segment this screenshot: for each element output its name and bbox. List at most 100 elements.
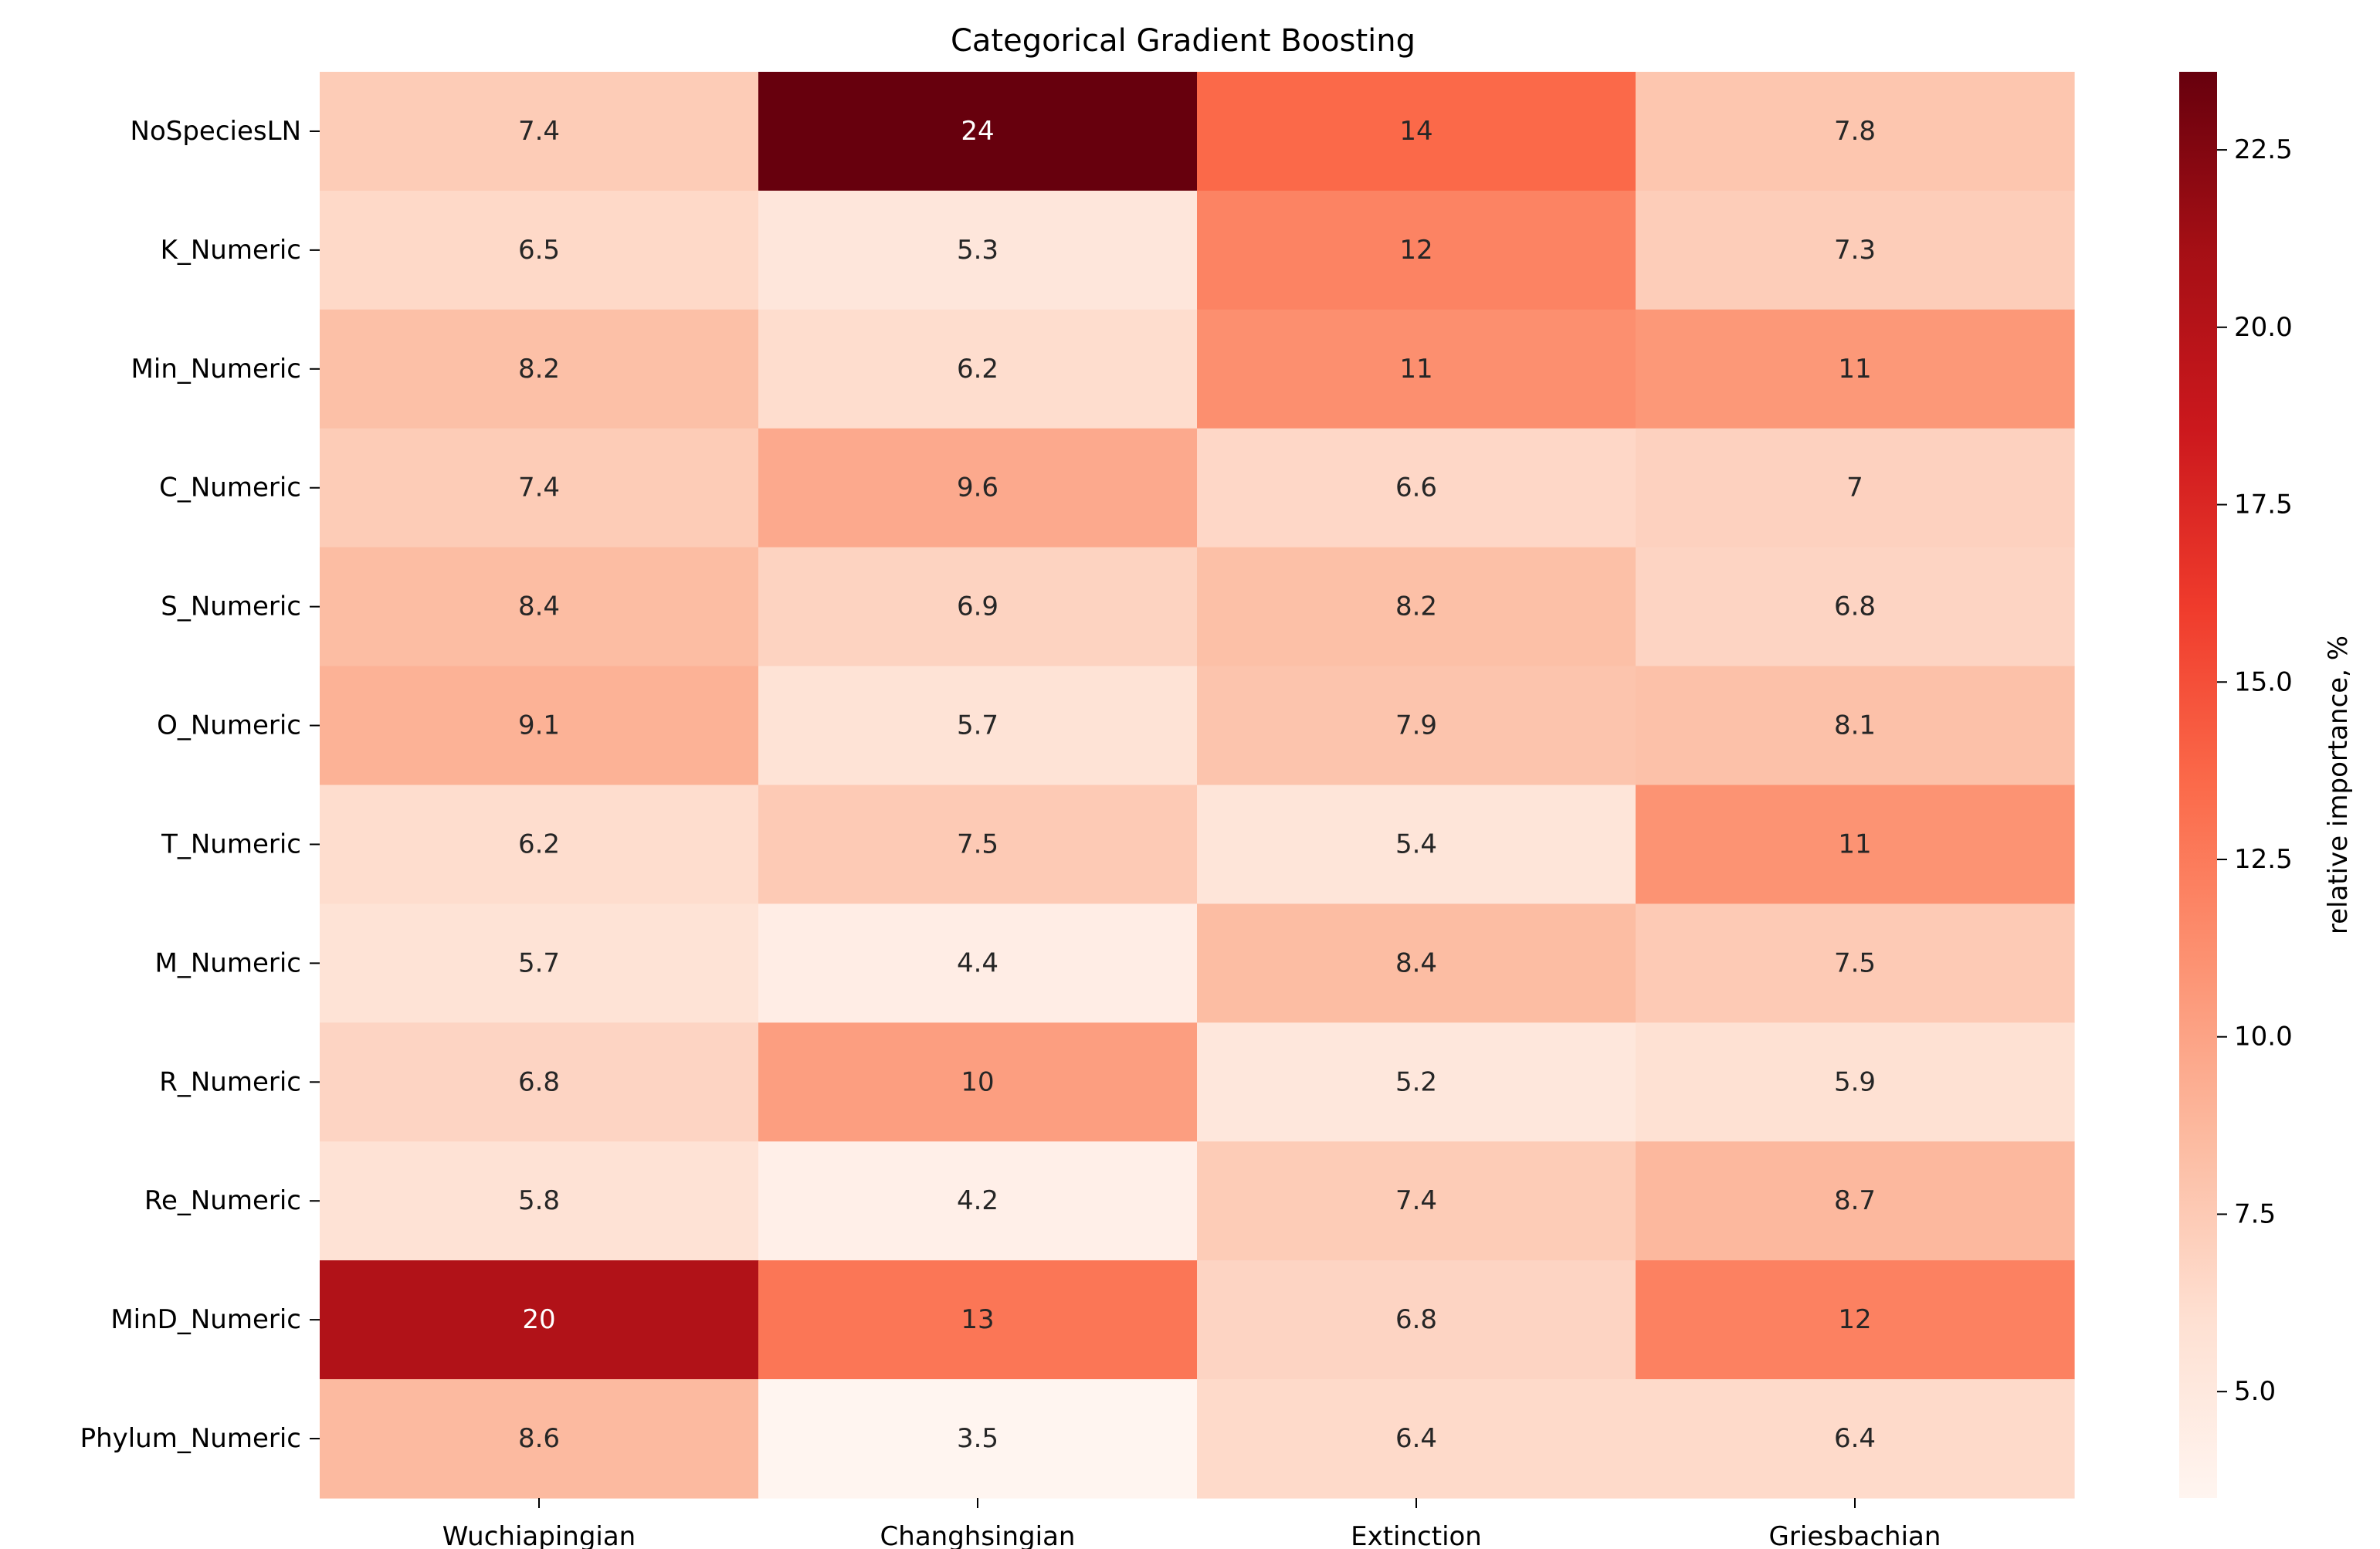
cell-value-label: 8.1 — [1834, 710, 1876, 741]
cell-value-label: 5.3 — [957, 235, 998, 266]
heatmap-cell — [758, 190, 1198, 310]
colorbar-label: relative importance, % — [2323, 636, 2354, 934]
heatmap-cell — [1197, 785, 1636, 905]
cell-value-label: 8.2 — [1395, 591, 1437, 622]
cell-value-label: 12 — [1838, 1304, 1871, 1335]
y-tick-label: Re_Numeric — [144, 1185, 301, 1216]
heatmap-cell — [1636, 190, 2075, 310]
x-tick-label: Extinction — [1351, 1521, 1482, 1549]
cell-value-label: 5.7 — [957, 710, 998, 741]
cell-value-label: 10 — [961, 1066, 994, 1097]
cell-value-label: 8.6 — [518, 1423, 560, 1454]
heatmap-cell — [320, 190, 759, 310]
cell-value-label: 6.9 — [957, 591, 998, 622]
heatmap-cell — [320, 428, 759, 548]
cell-value-label: 7.4 — [518, 116, 560, 147]
y-tick-label: T_Numeric — [161, 829, 301, 859]
cell-value-label: 6.8 — [1395, 1304, 1437, 1335]
colorbar-tick-label: 17.5 — [2234, 490, 2293, 520]
chart-title: Categorical Gradient Boosting — [951, 23, 1415, 59]
cell-value-label: 6.8 — [518, 1066, 560, 1097]
heatmap-cell — [1636, 309, 2075, 429]
heatmap-cell — [1197, 1260, 1636, 1380]
x-axis: Wuchiapingian Changhsingian Extinction Grie… — [442, 1498, 1941, 1549]
cell-value-label: 11 — [1838, 354, 1871, 385]
y-tick-label: O_Numeric — [157, 710, 301, 741]
heatmap-cell — [1636, 785, 2075, 905]
heatmap-cell — [1636, 1141, 2075, 1261]
cell-value-label: 14 — [1399, 116, 1432, 147]
cell-value-label: 3.5 — [957, 1423, 998, 1454]
heatmap-cell — [1197, 903, 1636, 1023]
heatmap-cell — [1636, 666, 2075, 786]
cell-value-label: 6.8 — [1834, 591, 1876, 622]
y-tick-label: R_Numeric — [159, 1066, 301, 1097]
colorbar-tick-label: 12.5 — [2234, 844, 2293, 875]
cell-value-label: 9.1 — [518, 710, 560, 741]
cell-value-label: 5.4 — [1395, 829, 1437, 859]
heatmap-cell — [758, 1141, 1198, 1261]
cell-value-label: 13 — [961, 1304, 994, 1335]
colorbar-tick-label: 7.5 — [2234, 1198, 2276, 1229]
cell-value-label: 6.4 — [1395, 1423, 1437, 1454]
heatmap-cell — [320, 1141, 759, 1261]
y-tick-label: NoSpeciesLN — [131, 116, 301, 147]
heatmap-cell — [1636, 1379, 2075, 1499]
heatmap-cell — [1197, 1379, 1636, 1499]
heatmap-cell — [320, 547, 759, 667]
y-tick-label: C_Numeric — [159, 473, 301, 503]
cell-value-label: 5.9 — [1834, 1066, 1876, 1097]
cell-value-label: 7.8 — [1834, 116, 1876, 147]
cell-value-label: 9.6 — [957, 473, 998, 503]
heatmap-cell — [758, 72, 1198, 192]
heatmap-cell — [1197, 428, 1636, 548]
heatmap-cell — [758, 428, 1198, 548]
colorbar-tick-label: 10.0 — [2234, 1022, 2293, 1052]
colorbar-tick-label: 22.5 — [2234, 134, 2293, 165]
cell-value-label: 7.4 — [1395, 1185, 1437, 1216]
colorbar-tick-label: 20.0 — [2234, 312, 2293, 343]
cell-value-label: 24 — [961, 116, 994, 147]
heatmap-cell — [320, 785, 759, 905]
heatmap-cell — [1197, 72, 1636, 192]
heatmap-cell — [1636, 903, 2075, 1023]
heatmap-cell — [1197, 1141, 1636, 1261]
cell-value-label: 20 — [522, 1304, 555, 1335]
heatmap-cell — [1636, 1022, 2075, 1142]
heatmap-cells — [320, 72, 2075, 1499]
cell-value-label: 8.2 — [518, 354, 560, 385]
heatmap-cell — [758, 903, 1198, 1023]
cell-value-label: 4.4 — [957, 947, 998, 978]
cell-value-label: 7.5 — [1834, 947, 1876, 978]
heatmap-cell — [758, 1260, 1198, 1380]
cell-value-label: 7.3 — [1834, 235, 1876, 266]
cell-value-label: 11 — [1399, 354, 1432, 385]
colorbar-tick-label: 15.0 — [2234, 666, 2293, 697]
y-tick-label: M_Numeric — [155, 947, 301, 978]
colorbar-gradient — [2179, 72, 2217, 1498]
colorbar-tick-label: 5.0 — [2234, 1376, 2276, 1407]
heatmap-cell — [758, 309, 1198, 429]
heatmap-cell — [1197, 547, 1636, 667]
heatmap-cell — [1197, 1022, 1636, 1142]
heatmap-cell — [1197, 666, 1636, 786]
y-tick-label: S_Numeric — [161, 591, 301, 622]
cell-value-label: 8.7 — [1834, 1185, 1876, 1216]
heatmap-cell — [1636, 72, 2075, 192]
heatmap-cell — [320, 1022, 759, 1142]
cell-value-label: 6.2 — [518, 829, 560, 859]
heatmap-cell — [1636, 1260, 2075, 1380]
x-tick-label: Griesbachian — [1769, 1521, 1941, 1549]
y-tick-label: Min_Numeric — [131, 354, 301, 385]
heatmap-cell — [320, 1260, 759, 1380]
y-axis: NoSpeciesLN K_Numeric Min_Numeric C_Numeric… — [80, 116, 320, 1454]
cell-value-label: 4.2 — [957, 1185, 998, 1216]
cell-value-label: 7 — [1846, 473, 1863, 503]
heatmap-cell — [758, 666, 1198, 786]
heatmap-cell — [758, 785, 1198, 905]
cell-labels: 7.4 24 14 7.8 6.5 5.3 12 7.3 8.2 6.2 11 11 7.4 9.6 6.6… — [518, 116, 1876, 1454]
heatmap-cell — [320, 72, 759, 192]
y-tick-label: Phylum_Numeric — [80, 1423, 301, 1454]
x-tick-label: Wuchiapingian — [442, 1521, 636, 1549]
